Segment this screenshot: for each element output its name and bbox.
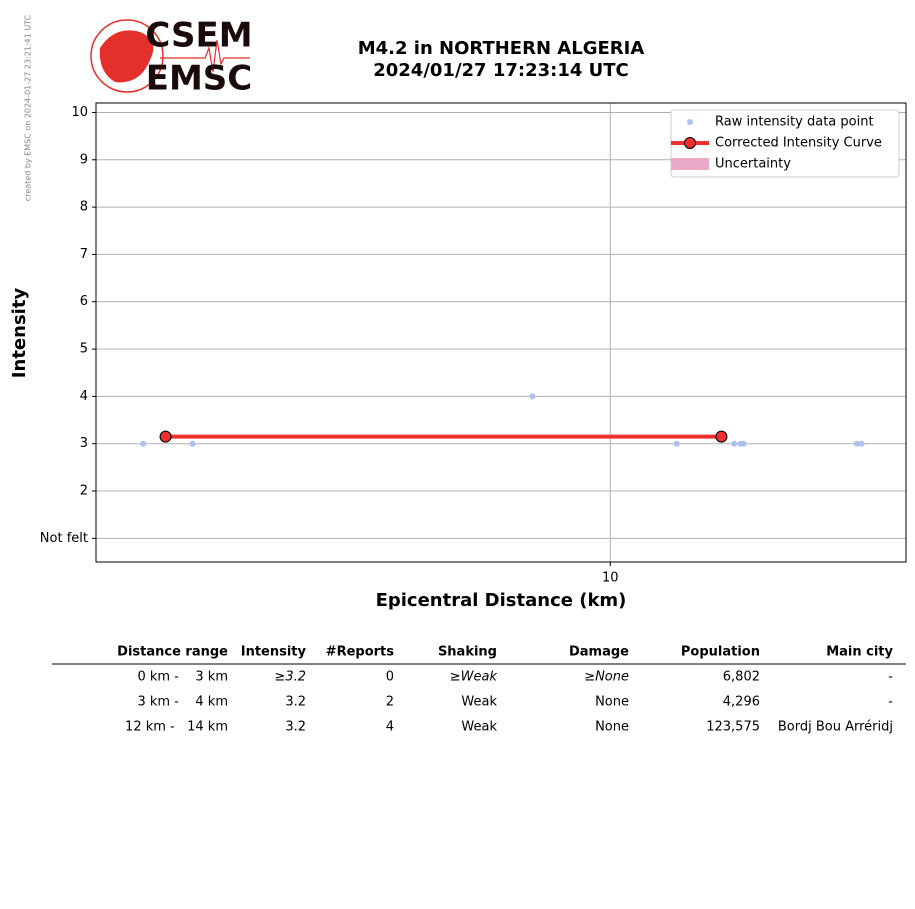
table-cell: 6,802	[723, 670, 760, 685]
logo-ring	[90, 19, 164, 93]
table-cell: 4	[386, 720, 394, 735]
y-tick-label: 10	[71, 105, 88, 120]
table-cell: 0 km - 3 km	[137, 670, 228, 685]
table-cell: None	[595, 695, 629, 710]
data-point	[140, 440, 147, 447]
y-tick-label: Not felt	[40, 531, 88, 546]
legend-label: Uncertainty	[715, 157, 791, 172]
data-point	[858, 440, 865, 447]
table-header: Main city	[826, 645, 893, 660]
table-cell: 3.2	[285, 695, 306, 710]
table-cell: -	[888, 695, 893, 710]
table-cell: Weak	[461, 720, 497, 735]
logo: CSEM EMSC	[90, 16, 253, 99]
table-cell: ≥3.2	[274, 670, 306, 685]
legend-marker	[671, 158, 709, 170]
y-tick-label: 3	[80, 436, 88, 451]
table-cell: Bordj Bou Arréridj	[778, 720, 893, 735]
data-point	[740, 440, 747, 447]
logo-text: CSEM	[145, 16, 252, 56]
table-cell: 2	[386, 695, 394, 710]
logo-wave	[160, 39, 250, 73]
table-header: Shaking	[438, 645, 497, 660]
table-header: Distance range	[117, 645, 228, 660]
data-point	[673, 440, 680, 447]
data-point	[731, 440, 738, 447]
y-tick-label: 6	[80, 294, 88, 309]
table-header: Population	[681, 645, 760, 660]
table-header: Damage	[569, 645, 629, 660]
table-cell: 4,296	[723, 695, 760, 710]
y-tick-label: 2	[80, 484, 88, 499]
y-tick-label: 7	[80, 247, 88, 262]
logo-map	[99, 30, 154, 83]
legend-marker	[684, 137, 696, 149]
table-cell: -	[888, 670, 893, 685]
curve-marker	[715, 430, 728, 443]
chart-title: M4.2 in NORTHERN ALGERIA	[358, 38, 645, 59]
logo-text: EMSC	[146, 59, 253, 99]
table-cell: ≥Weak	[450, 670, 498, 685]
table-cell: ≥None	[584, 670, 629, 685]
legend-marker	[687, 119, 693, 125]
table-cell: 12 km - 14 km	[125, 720, 228, 735]
legend-label: Raw intensity data point	[715, 115, 874, 130]
x-tick-label: 10	[602, 571, 619, 586]
table-cell: None	[595, 720, 629, 735]
table-cell: Weak	[461, 695, 497, 710]
x-axis-label: Epicentral Distance (km)	[376, 590, 627, 611]
table-cell: 0	[386, 670, 394, 685]
legend-label: Corrected Intensity Curve	[715, 136, 882, 151]
table-header: #Reports	[326, 645, 395, 660]
table-cell: 123,575	[706, 720, 760, 735]
y-tick-label: 8	[80, 200, 88, 215]
y-tick-label: 5	[80, 342, 88, 357]
table-cell: 3.2	[285, 720, 306, 735]
y-tick-label: 4	[80, 389, 88, 404]
data-point	[189, 440, 196, 447]
table-header: Intensity	[241, 645, 307, 660]
data-point	[853, 440, 860, 447]
curve-marker	[159, 430, 172, 443]
table-cell: 3 km - 4 km	[137, 695, 228, 710]
data-point	[529, 393, 536, 400]
y-tick-label: 9	[80, 152, 88, 167]
chart-subtitle: 2024/01/27 17:23:14 UTC	[373, 60, 629, 81]
y-axis-label: Intensity	[9, 288, 30, 379]
watermark: created by EMSC on 2024-01-27 23:21:41 U…	[24, 14, 33, 201]
plot-frame	[95, 102, 907, 563]
